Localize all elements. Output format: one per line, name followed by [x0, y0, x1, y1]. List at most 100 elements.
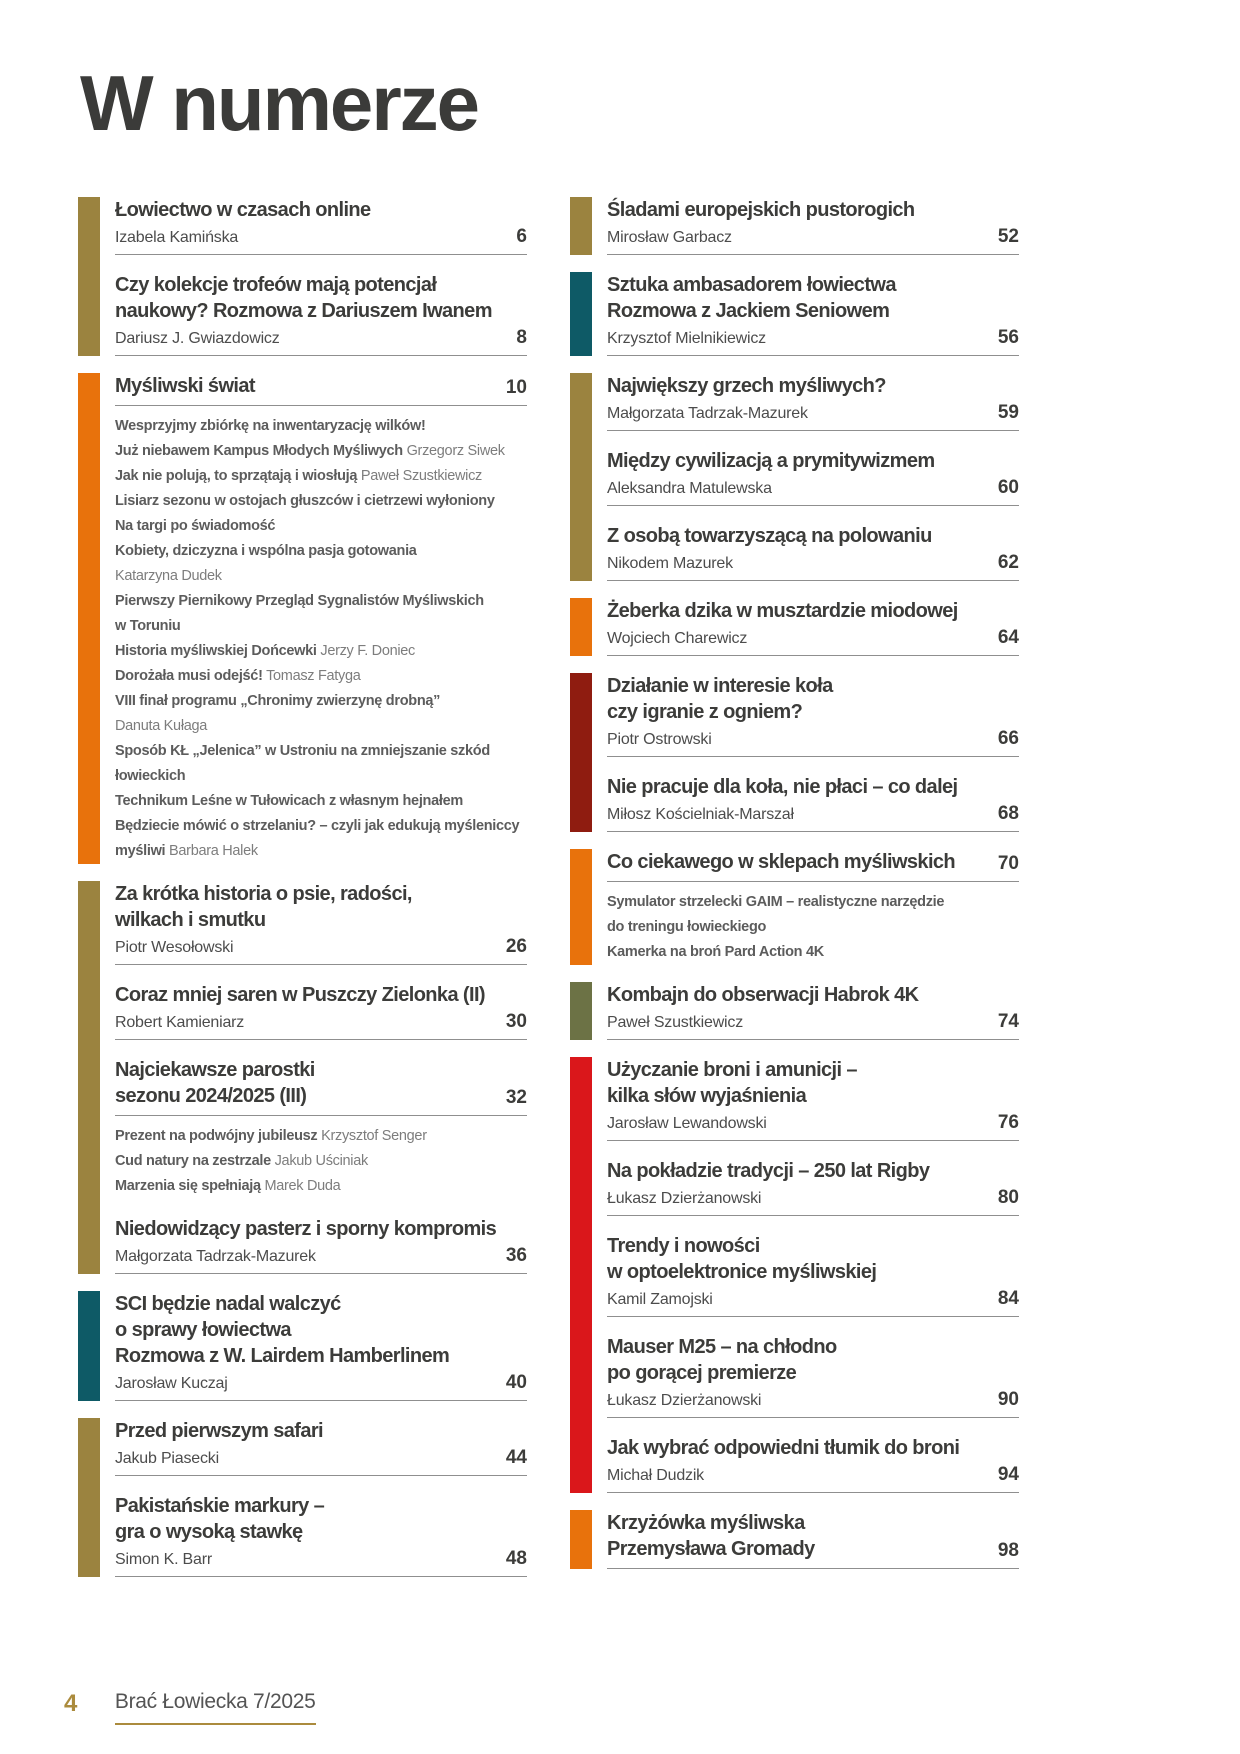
entry-page-number: 8: [516, 327, 527, 348]
category-color-bar: [78, 197, 100, 356]
subitem-line: Cud natury na zestrzale Jakub Uściniak: [115, 1149, 527, 1174]
entry-page-number: 98: [997, 1540, 1019, 1561]
subitem-title: łowieckich: [115, 768, 186, 784]
toc-entry: Na pokładzie tradycji – 250 lat Rigby Łuk…: [607, 1158, 1019, 1216]
subitem-line: Symulator strzelecki GAIM – realistyczne…: [607, 890, 1019, 915]
entry-title-line: Co ciekawego w sklepach myśliwskich: [607, 851, 956, 873]
entry-author-row: Simon K. Barr 48: [115, 1548, 527, 1577]
entry-title-row: Śladami europejskich pustorogich: [607, 197, 1019, 223]
entry-title-line: Coraz mniej saren w Puszczy Zielonka (II…: [115, 984, 486, 1006]
entry-title: Użyczanie broni i amunicji – kilka słów w…: [607, 1057, 858, 1109]
entry-title-row: Coraz mniej saren w Puszczy Zielonka (II…: [115, 982, 527, 1008]
category-color-bar: [570, 1057, 592, 1493]
entry-title-row: Łowiectwo w czasach online: [115, 197, 527, 223]
subitem-line: w Toruniu: [115, 614, 527, 639]
toc-entry: Co ciekawego w sklepach myśliwskich 70 Sym…: [607, 849, 1019, 965]
subitem-line: VIII finał programu „Chronimy zwierzynę …: [115, 689, 527, 714]
category-color-bar: [78, 1291, 100, 1401]
entry-title-row: Kombajn do obserwacji Habrok 4K: [607, 982, 1019, 1008]
entry-author-row: Nikodem Mazurek 62: [607, 552, 1019, 581]
entry-subitems: Prezent na podwójny jubileusz Krzysztof …: [115, 1124, 527, 1199]
group-content: Co ciekawego w sklepach myśliwskich 70 Sym…: [607, 849, 1019, 965]
subitem-author: Grzegorz Siwek: [402, 443, 505, 459]
toc-entry: Kombajn do obserwacji Habrok 4K Paweł Szu…: [607, 982, 1019, 1040]
footer-page-number: 4: [64, 1690, 77, 1717]
toc-entry: Z osobą towarzyszącą na polowaniu Nikodem…: [607, 523, 1019, 581]
entry-author-row: Piotr Ostrowski 66: [607, 728, 1019, 757]
group-content: Największy grzech myśliwych? Małgorzata T…: [607, 373, 1019, 581]
entry-title: Sztuka ambasadorem łowiectwa Rozmowa z Ja…: [607, 272, 896, 324]
entry-author: Nikodem Mazurek: [607, 555, 733, 572]
entry-title-row: Pakistańskie markury – gra o wysoką stawk…: [115, 1493, 527, 1545]
entry-page-number: 90: [997, 1389, 1019, 1410]
entry-title: Działanie w interesie koła czy igranie z …: [607, 673, 833, 725]
entry-author-row: Piotr Wesołowski 26: [115, 936, 527, 965]
entry-title-line: sezonu 2024/2025 (III): [115, 1085, 307, 1107]
entry-title-line: Rozmowa z W. Lairdem Hamberlinem: [115, 1345, 450, 1367]
entry-author: Wojciech Charewicz: [607, 630, 748, 647]
entry-page-number: 74: [997, 1011, 1019, 1032]
footer-magazine-title: Brać Łowiecka 7/2025: [114, 1690, 316, 1725]
subitem-author: Danuta Kułaga: [115, 718, 208, 734]
toc-entry: Mauser M25 – na chłodno po gorącej premie…: [607, 1334, 1019, 1418]
entry-title-row: Myśliwski świat 10: [115, 373, 527, 406]
entry-title-row: Między cywilizacją a prymitywizmem: [607, 448, 1019, 474]
entry-title-line: Nie pracuje dla koła, nie płaci – co dal…: [607, 776, 958, 798]
entry-title-line: Myśliwski świat: [115, 375, 256, 397]
entry-page-number: 59: [997, 402, 1019, 423]
entry-title: Łowiectwo w czasach online: [115, 197, 371, 223]
entry-author: Piotr Wesołowski: [115, 939, 234, 956]
entry-title-row: Największy grzech myśliwych?: [607, 373, 1019, 399]
subitem-line: Prezent na podwójny jubileusz Krzysztof …: [115, 1124, 527, 1149]
entry-author-row: Jarosław Kuczaj 40: [115, 1372, 527, 1401]
category-color-bar: [570, 197, 592, 255]
entry-page-number: 30: [505, 1011, 527, 1032]
group-content: Działanie w interesie koła czy igranie z …: [607, 673, 1019, 832]
toc-group: Przed pierwszym safari Jakub Piasecki 44 Pa…: [78, 1418, 527, 1577]
entry-title-line: Jak wybrać odpowiedni tłumik do broni: [607, 1437, 960, 1459]
toc-entry: Użyczanie broni i amunicji – kilka słów w…: [607, 1057, 1019, 1141]
entry-author: Izabela Kamińska: [115, 229, 239, 246]
entry-title-line: Użyczanie broni i amunicji –: [607, 1059, 858, 1081]
category-color-bar: [570, 272, 592, 356]
toc-entry: Między cywilizacją a prymitywizmem Aleksa…: [607, 448, 1019, 506]
entry-title-row: Żeberka dzika w musztardzie miodowej: [607, 598, 1019, 624]
toc-entry: Trendy i nowości w optoelektronice myśliw…: [607, 1233, 1019, 1317]
entry-page-number: 76: [997, 1112, 1019, 1133]
subitem-line: Kamerka na broń Pard Action 4K: [607, 940, 1019, 965]
subitem-title: myśliwi: [115, 843, 166, 859]
entry-author: Małgorzata Tadrzak-Mazurek: [607, 405, 808, 422]
toc-entry: Krzyżówka myśliwska Przemysława Gromady 98: [607, 1510, 1019, 1569]
entry-title: Coraz mniej saren w Puszczy Zielonka (II…: [115, 982, 486, 1008]
subitem-line: Kobiety, dziczyzna i wspólna pasja gotow…: [115, 539, 527, 564]
entry-title: Kombajn do obserwacji Habrok 4K: [607, 982, 919, 1008]
entry-author: Jarosław Kuczaj: [115, 1375, 228, 1392]
entry-title: Niedowidzący pasterz i sporny kompromis: [115, 1216, 497, 1242]
toc-group: Krzyżówka myśliwska Przemysława Gromady 98: [570, 1510, 1019, 1569]
subitem-title: Kamerka na broń Pard Action 4K: [607, 944, 824, 960]
toc-group: SCI będzie nadal walczyć o sprawy łowiect…: [78, 1291, 527, 1401]
toc-entry: Sztuka ambasadorem łowiectwa Rozmowa z Ja…: [607, 272, 1019, 356]
toc-column-left: Łowiectwo w czasach online Izabela Kamińs…: [78, 197, 527, 1594]
group-content: SCI będzie nadal walczyć o sprawy łowiect…: [115, 1291, 527, 1401]
entry-title-line: Największy grzech myśliwych?: [607, 375, 886, 397]
entry-subitems: Symulator strzelecki GAIM – realistyczne…: [607, 890, 1019, 965]
entry-title-line: Pakistańskie markury –: [115, 1495, 325, 1517]
entry-author-row: Łukasz Dzierżanowski 80: [607, 1187, 1019, 1216]
entry-author-row: Łukasz Dzierżanowski 90: [607, 1389, 1019, 1418]
entry-title: Co ciekawego w sklepach myśliwskich: [607, 849, 956, 875]
toc-entry: Niedowidzący pasterz i sporny kompromis M…: [115, 1216, 527, 1274]
entry-title-line: Kombajn do obserwacji Habrok 4K: [607, 984, 919, 1006]
entry-page-number: 62: [997, 552, 1019, 573]
subitem-title: Historia myśliwskiej Dońcewki: [115, 643, 317, 659]
entry-page-number: 66: [997, 728, 1019, 749]
subitem-title: Sposób KŁ „Jelenica” w Ustroniu na zmnie…: [115, 743, 490, 759]
entry-author-row: Paweł Szustkiewicz 74: [607, 1011, 1019, 1040]
entry-page-number: 44: [505, 1447, 527, 1468]
entry-title: Jak wybrać odpowiedni tłumik do broni: [607, 1435, 960, 1461]
entry-page-number: 64: [997, 627, 1019, 648]
toc-group: Łowiectwo w czasach online Izabela Kamińs…: [78, 197, 527, 356]
entry-title-row: Za krótka historia o psie, radości, wilka…: [115, 881, 527, 933]
entry-title: Czy kolekcje trofeów mają potencjał nauko…: [115, 272, 492, 324]
entry-title-line: Na pokładzie tradycji – 250 lat Rigby: [607, 1160, 930, 1182]
